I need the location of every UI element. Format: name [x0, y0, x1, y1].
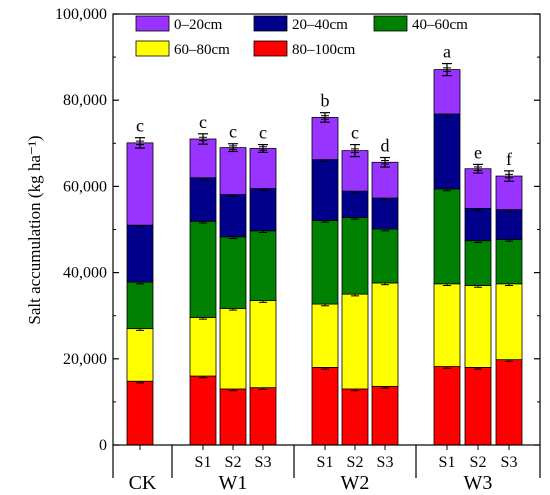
significance-label-W1S1: c: [199, 112, 207, 132]
bar-segment-W2S1-0: [311, 367, 339, 446]
bar-segment-W2S3-1: [371, 282, 399, 387]
significance-label-CK: c: [136, 116, 144, 136]
legend-swatch-4: [135, 15, 170, 32]
significance-label-W2S1: b: [321, 91, 330, 111]
bar-segment-W1S1-2: [189, 220, 217, 318]
bar-segment-W3S1-1: [433, 283, 461, 367]
legend-swatch-1: [135, 40, 170, 57]
y-tick-label-40000: 40,000: [63, 265, 107, 282]
legend-swatch-2: [373, 15, 408, 32]
legend-label-2: 40–60cm: [412, 17, 468, 33]
bar-segment-W1S2-1: [219, 307, 247, 390]
bar-segment-CK-3: [126, 224, 154, 283]
bar-segment-CK-0: [126, 380, 154, 446]
bar-segment-W1S3-1: [249, 300, 277, 389]
legend-swatch-3: [253, 15, 288, 32]
bar-segment-W1S3-2: [249, 230, 277, 302]
x-sublabel-W3S2: S2: [470, 454, 487, 471]
significance-label-W3S3: f: [506, 149, 512, 169]
bar-segment-W3S3-2: [495, 239, 523, 285]
plot-area: c c c c b c d a e f 0 20,000 40,000 60,000 80,000 100,0…: [55, 6, 541, 494]
bar-segment-W3S1-2: [433, 188, 461, 285]
y-tick-label-0: 0: [99, 437, 107, 454]
bar-segment-W1S1-0: [189, 375, 217, 446]
bar-segment-W2S3-2: [371, 228, 399, 284]
bar-segment-W2S1-2: [311, 220, 339, 305]
bar-segment-W1S1-4: [189, 138, 217, 179]
bar-segment-W3S3-3: [495, 209, 523, 240]
y-tick-label-60000: 60,000: [63, 178, 107, 195]
bar-segment-W2S2-4: [341, 150, 369, 192]
bar-segment-W2S2-2: [341, 217, 369, 295]
bar-segment-W3S1-3: [433, 113, 461, 190]
bar-segment-W3S2-1: [464, 285, 492, 368]
x-sublabel-W3S3: S3: [501, 454, 518, 471]
bar-segment-W3S2-0: [464, 367, 492, 446]
bar-segment-W2S3-0: [371, 385, 399, 446]
group-label-W3: W3: [464, 472, 493, 494]
bar-segment-W3S2-2: [464, 240, 492, 286]
bar-segment-W3S3-1: [495, 283, 523, 361]
significance-label-W2S2: c: [351, 123, 359, 143]
significance-label-W2S3: d: [381, 136, 390, 156]
x-sublabel-W1S1: S1: [195, 454, 212, 471]
bar-segment-W2S3-3: [371, 197, 399, 230]
bar-segment-W1S3-0: [249, 387, 277, 446]
bar-segment-W2S2-1: [341, 293, 369, 390]
legend-label-0: 80–100cm: [292, 42, 356, 58]
group-label-W2: W2: [341, 472, 370, 494]
bar-segment-CK-4: [126, 142, 154, 226]
x-sublabel-W2S3: S3: [377, 454, 394, 471]
bar-segment-W1S2-4: [219, 147, 247, 195]
bar-segment-W2S1-4: [311, 117, 339, 161]
bar-segment-W2S2-3: [341, 190, 369, 218]
significance-label-W1S2: c: [229, 122, 237, 142]
legend: 0–20cm 20–40cm 40–60cm 60–80cm 80–100cm: [135, 15, 468, 58]
bar-segment-W3S2-4: [464, 168, 492, 209]
bar-segment-W2S1-3: [311, 159, 339, 221]
bar-segment-W1S1-1: [189, 317, 217, 377]
x-sublabel-W2S1: S1: [317, 454, 334, 471]
bar-segment-W3S1-4: [433, 69, 461, 115]
x-sublabel-W3S1: S1: [439, 454, 456, 471]
bar-segment-W3S1-0: [433, 366, 461, 446]
legend-swatch-0: [253, 40, 288, 57]
group-label-W1: W1: [219, 472, 248, 494]
y-axis-title: Salt accumulation (kg ha⁻¹): [25, 135, 44, 324]
x-sublabel-W1S2: S2: [225, 454, 242, 471]
y-tick-label-80000: 80,000: [63, 92, 107, 109]
bar-segment-CK-1: [126, 328, 154, 382]
bar-segment-W3S3-0: [495, 359, 523, 446]
bar-segment-W1S2-3: [219, 194, 247, 238]
significance-label-W1S3: c: [259, 123, 267, 143]
y-tick-label-100000: 100,000: [55, 6, 107, 23]
bar-segment-W1S1-3: [189, 177, 217, 222]
bar-segment-W2S2-0: [341, 388, 369, 446]
legend-label-3: 20–40cm: [292, 17, 348, 33]
bar-segment-W1S2-2: [219, 236, 247, 309]
legend-label-4: 0–20cm: [174, 17, 223, 33]
significance-label-W3S2: e: [474, 142, 482, 162]
bar-segment-W1S3-4: [249, 148, 277, 189]
bar-segment-W1S2-0: [219, 388, 247, 446]
bar-segment-W3S2-3: [464, 207, 492, 242]
x-sublabel-W1S3: S3: [255, 454, 272, 471]
bar-segment-W2S1-1: [311, 303, 339, 368]
y-tick-label-20000: 20,000: [63, 351, 107, 368]
group-label-CK: CK: [129, 472, 157, 494]
significance-label-W3S1: a: [443, 42, 451, 62]
bar-segment-W2S3-4: [371, 161, 399, 199]
bar-segment-W1S3-3: [249, 188, 277, 232]
x-sublabel-W2S2: S2: [347, 454, 364, 471]
legend-label-1: 60–80cm: [174, 42, 230, 58]
bar-segment-CK-2: [126, 281, 154, 330]
